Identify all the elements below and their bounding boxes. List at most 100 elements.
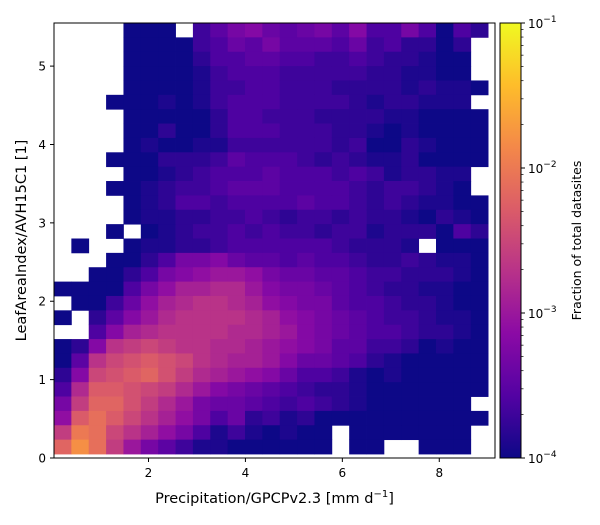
heatmap-cell (297, 224, 315, 239)
heatmap-cell (436, 224, 454, 239)
heatmap-cell (314, 66, 333, 81)
heatmap-cell (245, 137, 263, 153)
heatmap-cell (436, 23, 454, 38)
heatmap-cell (88, 310, 107, 326)
heatmap-cell (192, 94, 211, 110)
heatmap-cell (418, 425, 437, 441)
heatmap-cell (192, 66, 211, 81)
heatmap-cell (436, 37, 454, 53)
heatmap-cell (175, 281, 194, 297)
x-tick-label: 8 (435, 466, 443, 480)
heatmap-cell (401, 410, 420, 426)
heatmap-cell (262, 353, 281, 369)
heatmap-cell (418, 66, 437, 81)
heatmap-cell (383, 281, 402, 297)
y-tick-label: 2 (38, 295, 46, 309)
heatmap-cell (314, 94, 333, 110)
heatmap-cell (401, 51, 420, 67)
heatmap-cell (279, 310, 298, 326)
heatmap-cell (383, 410, 402, 426)
heatmap-cell (192, 152, 211, 168)
heatmap-cell (297, 353, 315, 369)
heatmap-cell (366, 339, 385, 354)
heatmap-cell (349, 66, 367, 81)
heatmap-cell (436, 295, 454, 311)
heatmap-cell (314, 195, 333, 211)
heatmap-cell (279, 195, 298, 211)
heatmap-cell (262, 324, 281, 340)
heatmap-cell (401, 123, 420, 139)
heatmap-cell (123, 181, 142, 196)
heatmap-cell (331, 339, 350, 354)
heatmap-cell (175, 267, 194, 282)
heatmap-cell (175, 439, 194, 455)
heatmap-cell (140, 80, 159, 96)
heatmap-cell (106, 281, 124, 297)
heatmap-cell (262, 23, 281, 38)
heatmap-cell (418, 324, 437, 340)
heatmap-cell (383, 137, 402, 153)
y-axis-label: LeafAreaIndex/AVH15C1 [1] (14, 140, 30, 342)
heatmap-cell (331, 152, 350, 168)
heatmap-cell (331, 267, 350, 282)
heatmap-cell (453, 295, 472, 311)
heatmap-cell (314, 439, 333, 455)
heatmap-cell (453, 367, 472, 383)
heatmap-cell (192, 367, 211, 383)
heatmap-cell (140, 439, 159, 455)
heatmap-cell (123, 267, 142, 282)
heatmap-cell (123, 367, 142, 383)
heatmap-cell (227, 382, 246, 397)
heatmap-cell (210, 367, 229, 383)
heatmap-cell (106, 367, 124, 383)
heatmap-cell (297, 209, 315, 225)
heatmap-cell (158, 209, 176, 225)
heatmap-cell (279, 339, 298, 354)
heatmap-cell (106, 94, 124, 110)
heatmap-cell (245, 324, 263, 340)
heatmap-cell (245, 238, 263, 254)
heatmap-cell (383, 310, 402, 326)
heatmap-cell (401, 137, 420, 153)
heatmap-cell (436, 310, 454, 326)
y-tick-label: 3 (38, 216, 46, 230)
heatmap-cell (436, 51, 454, 67)
heatmap-cell (331, 310, 350, 326)
heatmap-cell (158, 396, 176, 412)
heatmap-cell (245, 295, 263, 311)
heatmap-cell (297, 80, 315, 96)
heatmap-cell (210, 37, 229, 53)
heatmap-cell (262, 295, 281, 311)
heatmap-cell (106, 439, 124, 455)
heatmap-cell (453, 137, 472, 153)
heatmap-cell (470, 382, 489, 397)
heatmap-cell (349, 252, 367, 268)
heatmap-cell (401, 267, 420, 282)
heatmap-cell (470, 209, 489, 225)
heatmap-cell (349, 181, 367, 196)
heatmap-cell (314, 267, 333, 282)
heatmap-cell (88, 267, 107, 282)
heatmap-cell (227, 425, 246, 441)
heatmap-cell (88, 382, 107, 397)
heatmap-cell (401, 396, 420, 412)
heatmap-cell (470, 238, 489, 254)
heatmap-cell (383, 123, 402, 139)
heatmap-cell (245, 209, 263, 225)
heatmap-cell (262, 281, 281, 297)
heatmap-cell (71, 425, 90, 441)
heatmap-cell (210, 410, 229, 426)
heatmap-cell (331, 109, 350, 124)
heatmap-cell (418, 295, 437, 311)
heatmap-cell (401, 109, 420, 124)
heatmap-cell (314, 367, 333, 383)
heatmap-cell (436, 80, 454, 96)
heatmap-cell (349, 109, 367, 124)
heatmap-cell (123, 425, 142, 441)
x-axis-label: Precipitation/GPCPv2.3 [mm d−1] (155, 489, 394, 507)
heatmap-cell (54, 439, 72, 455)
heatmap-cell (418, 94, 437, 110)
heatmap-cell (175, 137, 194, 153)
heatmap-cell (297, 51, 315, 67)
heatmap-cell (418, 209, 437, 225)
